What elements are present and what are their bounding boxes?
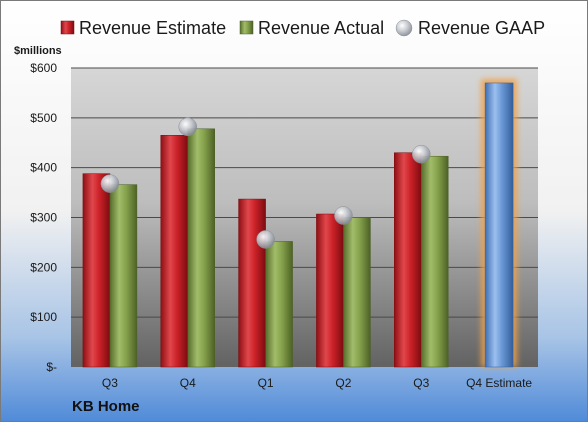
- y-tick-label: $600: [30, 61, 57, 75]
- legend-swatch-revenue-actual: [239, 20, 254, 35]
- marker-revenue-gaap: [178, 117, 197, 137]
- company-name: KB Home: [72, 398, 140, 415]
- y-tick-label: $100: [30, 310, 57, 324]
- marker-revenue-gaap: [412, 144, 431, 164]
- x-tick-label: Q3: [102, 376, 118, 390]
- y-tick-label: $200: [30, 260, 57, 274]
- legend-item-revenue-actual: Revenue Actual: [239, 18, 384, 38]
- legend-label-revenue-actual: Revenue Actual: [258, 18, 384, 38]
- legend-marker-revenue-gaap: [395, 19, 413, 37]
- y-tick-label: $500: [30, 111, 57, 125]
- gaap-markers: [100, 117, 431, 249]
- marker-revenue-gaap: [334, 206, 353, 225]
- legend: Revenue Estimate Revenue Actual Revenue …: [60, 18, 545, 38]
- y-axis-ticks: $- $100 $200 $300 $400 $500 $600: [30, 61, 57, 374]
- x-tick-label: Q1: [258, 376, 274, 390]
- y-tick-label: $300: [30, 211, 57, 225]
- bar-revenue-actual: [421, 155, 449, 368]
- x-axis-ticks: Q3 Q4 Q1 Q2 Q3 Q4 Estimate: [102, 376, 533, 390]
- marker-revenue-gaap: [100, 174, 120, 193]
- y-tick-label: $400: [30, 161, 57, 175]
- legend-swatch-revenue-estimate: [60, 20, 75, 35]
- bar-revenue-actual: [265, 241, 293, 368]
- y-axis-unit-label: $millions: [14, 45, 62, 57]
- bar-revenue-estimate: [238, 198, 266, 368]
- grid-lines: [71, 67, 538, 318]
- bar-revenue-actual: [343, 217, 371, 368]
- bar-revenue-actual: [109, 184, 138, 368]
- x-tick-label: Q4: [180, 376, 196, 390]
- bar-revenue-estimate-forecast: [484, 82, 514, 368]
- bar-revenue-estimate: [394, 152, 422, 368]
- bar-revenue-actual: [187, 128, 215, 368]
- legend-item-revenue-estimate: Revenue Estimate: [60, 18, 226, 38]
- legend-item-revenue-gaap: Revenue GAAP: [395, 18, 545, 38]
- bar-revenue-estimate: [316, 213, 344, 368]
- x-tick-label: Q2: [335, 376, 351, 390]
- bar-revenue-estimate: [160, 135, 188, 368]
- x-tick-label: Q4 Estimate: [466, 376, 532, 390]
- x-tick-label: Q3: [413, 376, 429, 390]
- bars: [82, 78, 518, 368]
- legend-label-revenue-estimate: Revenue Estimate: [79, 18, 226, 38]
- marker-revenue-gaap: [256, 230, 275, 249]
- legend-label-revenue-gaap: Revenue GAAP: [418, 18, 545, 38]
- bar-revenue-estimate: [82, 173, 111, 368]
- y-tick-label: $-: [46, 360, 57, 374]
